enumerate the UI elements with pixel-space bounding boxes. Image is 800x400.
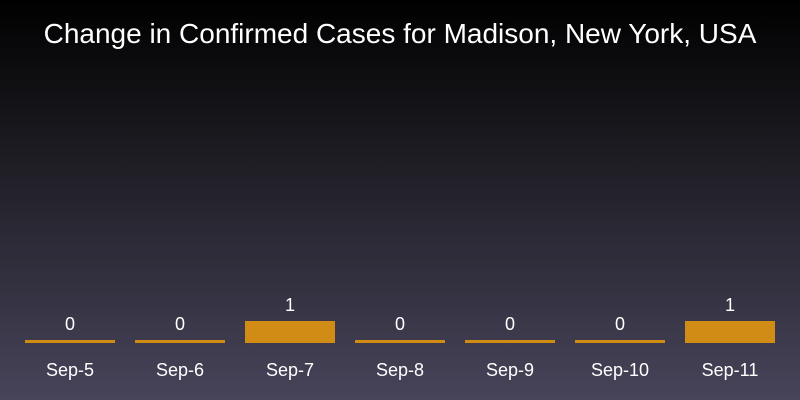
x-tick-label: Sep-5: [46, 360, 94, 380]
bar-sep-7: [245, 321, 335, 343]
bar-sep-9: [465, 340, 555, 343]
bar-sep-6: [135, 340, 225, 343]
x-tick-label: Sep-10: [591, 360, 649, 380]
bar-sep-10: [575, 340, 665, 343]
x-tick-label: Sep-11: [702, 360, 759, 380]
bar-group: [25, 321, 775, 343]
bar-sep-8: [355, 340, 445, 343]
bar-sep-11: [685, 321, 775, 343]
value-label: 0: [505, 314, 515, 334]
value-label: 0: [175, 314, 185, 334]
x-tick-label: Sep-9: [486, 360, 534, 380]
value-label: 0: [65, 314, 75, 334]
chart-title: Change in Confirmed Cases for Madison, N…: [43, 18, 757, 49]
value-label: 1: [725, 295, 735, 315]
value-labels: 0 0 1 0 0 0 1: [65, 295, 735, 334]
x-axis-labels: Sep-5 Sep-6 Sep-7 Sep-8 Sep-9 Sep-10 Sep-11: [46, 360, 758, 380]
value-label: 0: [395, 314, 405, 334]
value-label: 1: [285, 295, 295, 315]
x-tick-label: Sep-7: [266, 360, 314, 380]
value-label: 0: [615, 314, 625, 334]
bar-sep-5: [25, 340, 115, 343]
x-tick-label: Sep-8: [376, 360, 424, 380]
x-tick-label: Sep-6: [156, 360, 204, 380]
